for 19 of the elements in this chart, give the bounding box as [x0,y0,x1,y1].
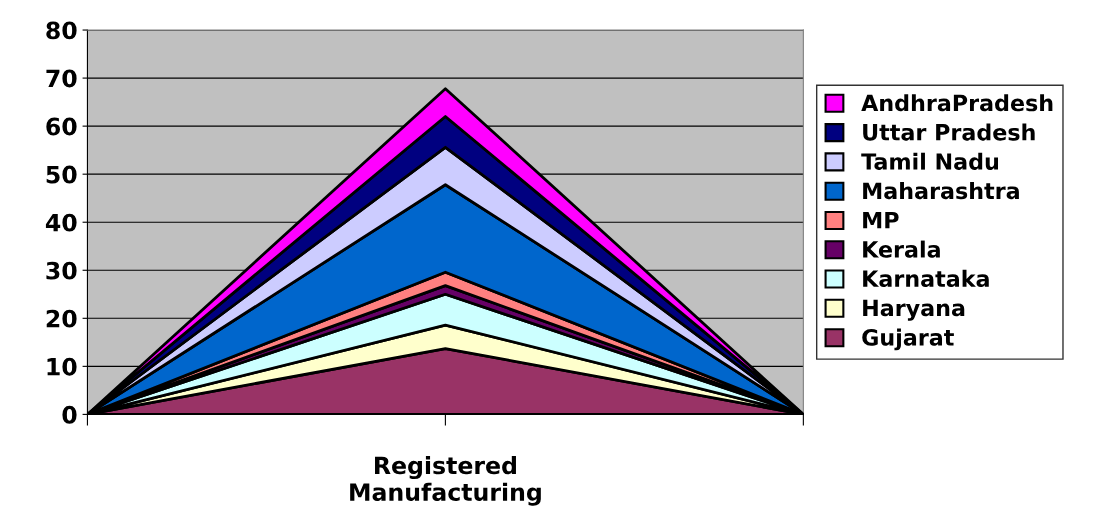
legend-label: AndhraPradesh [861,94,1053,112]
y-tick-label: 70 [46,69,77,88]
y-tick-label: 40 [45,213,77,232]
legend-label: Kerala [863,240,940,258]
legend-label: Haryana [863,299,965,321]
legend-label: Karnataka [863,269,989,288]
x-tick-label: Registered Manufacturing [350,456,541,506]
y-tick-label: 30 [46,261,77,280]
y-tick-label: 60 [46,117,77,136]
y-tick-label: 0 [62,405,77,424]
legend-label: Maharashtra [863,182,1019,200]
legend-label: Gujarat [862,328,954,351]
y-tick-label: 20 [46,309,77,328]
legend-label: Uttar Pradesh [863,123,1035,141]
y-tick-label: 10 [47,357,77,376]
y-tick-label: 80 [46,21,77,40]
legend-label: Tamil Nadu [861,152,999,170]
legend-label: MP [863,211,899,229]
y-tick-label: 50 [46,165,77,184]
